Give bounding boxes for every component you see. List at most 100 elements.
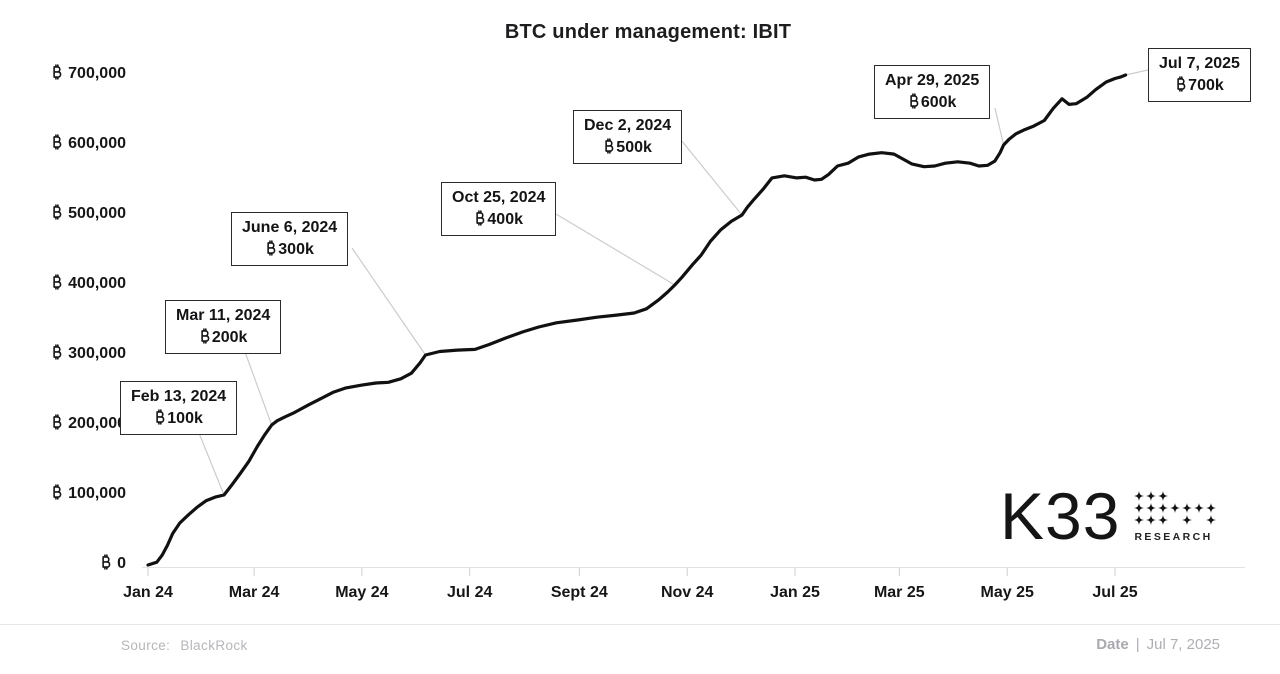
y-axis-value: 400,000: [68, 275, 126, 292]
y-axis-label: 600,000: [6, 134, 126, 153]
x-axis-ticks: [147, 568, 1116, 576]
x-axis-label: Nov 24: [660, 584, 714, 601]
milestone-date: Oct 25, 2024: [452, 189, 546, 206]
y-axis-label: 300,000: [6, 344, 126, 363]
y-axis-label: 700,000: [6, 64, 126, 83]
x-axis-label: Jul 25: [1092, 584, 1138, 601]
date-separator: |: [1135, 636, 1140, 653]
y-axis-value: 200,000: [68, 415, 126, 432]
star-icon: [1146, 491, 1157, 501]
milestone-date: Apr 29, 2025: [885, 72, 980, 89]
milestone-value: 700k: [1159, 75, 1240, 97]
milestone-value: 300k: [242, 239, 337, 261]
y-axis-value: 100,000: [68, 485, 126, 502]
source-value: BlackRock: [180, 638, 248, 653]
date-value: Jul 7, 2025: [1146, 636, 1220, 653]
leader-line: [555, 213, 676, 286]
k33-stars-icon: [1134, 491, 1217, 525]
bitcoin-symbol-icon: [51, 204, 63, 220]
milestone-date: Feb 13, 2024: [131, 388, 227, 405]
bitcoin-symbol-icon: [1175, 76, 1187, 92]
bitcoin-symbol-icon: [265, 240, 277, 256]
footer-date: Date | Jul 7, 2025: [1096, 636, 1220, 653]
bitcoin-symbol-icon: [603, 138, 615, 154]
leader-line: [244, 351, 273, 426]
x-axis-label: Jul 24: [447, 584, 493, 601]
milestone-annotation: Mar 11, 2024 200k: [165, 300, 282, 355]
star-icon: [1182, 515, 1193, 525]
aum-line: [146, 73, 1128, 567]
annotation-leader-lines: [198, 69, 1149, 496]
star-icon: [1158, 515, 1169, 525]
k33-logo-mark: RESEARCH: [1134, 486, 1218, 543]
y-axis-label: 500,000: [6, 204, 126, 223]
milestone-date: Jul 7, 2025: [1159, 55, 1240, 72]
k33-logo-text: K33: [1000, 479, 1121, 553]
star-icon: [1182, 503, 1193, 513]
star-icon: [1194, 503, 1205, 513]
y-axis-value: 600,000: [68, 135, 126, 152]
milestone-date: Mar 11, 2024: [176, 307, 271, 324]
bitcoin-symbol-icon: [51, 64, 63, 80]
date-label: Date: [1096, 636, 1129, 653]
star-icon: [1134, 503, 1145, 513]
bitcoin-symbol-icon: [51, 344, 63, 360]
leader-line: [198, 432, 225, 496]
bitcoin-symbol-icon: [199, 328, 211, 344]
milestone-value: 500k: [584, 137, 671, 159]
milestone-value: 200k: [176, 327, 270, 349]
y-axis-value: 0: [117, 555, 126, 572]
x-axis-label: Jan 24: [123, 584, 173, 601]
x-axis-label: May 25: [980, 584, 1034, 601]
milestone-value: 400k: [452, 209, 545, 231]
milestone-annotation: June 6, 2024 300k: [231, 212, 349, 267]
x-axis-label: May 24: [335, 584, 389, 601]
k33-logo-research: RESEARCH: [1134, 531, 1213, 543]
star-icon: [1158, 503, 1169, 513]
source-label: Source:: [121, 638, 171, 653]
milestone-value: 100k: [131, 408, 226, 430]
leader-line: [1125, 69, 1149, 76]
y-axis-label: 400,000: [6, 274, 126, 293]
y-axis-value: 500,000: [68, 205, 126, 222]
star-icon: [1146, 503, 1157, 513]
k33-logo: K33 RESEARCH: [1000, 479, 1218, 553]
star-icon: [1134, 515, 1145, 525]
milestone-date: Dec 2, 2024: [584, 117, 672, 134]
star-icon: [1134, 491, 1145, 501]
star-icon: [1146, 515, 1157, 525]
y-axis-label: 0: [6, 554, 126, 573]
chart-title: BTC under management: IBIT: [504, 21, 792, 43]
leader-line: [994, 107, 1005, 146]
star-icon: [1206, 503, 1217, 513]
star-icon: [1206, 515, 1217, 525]
bitcoin-symbol-icon: [154, 409, 166, 425]
y-axis-value: 300,000: [68, 345, 126, 362]
milestone-annotation: Feb 13, 2024 100k: [120, 381, 238, 436]
milestone-date: June 6, 2024: [242, 219, 338, 236]
bitcoin-symbol-icon: [100, 554, 112, 570]
y-axis-value: 700,000: [68, 65, 126, 82]
x-axis-label: Mar 24: [228, 584, 280, 601]
star-icon: [1170, 503, 1181, 513]
star-icon: [1158, 491, 1169, 501]
y-axis-label: 200,000: [6, 414, 126, 433]
bitcoin-symbol-icon: [51, 414, 63, 430]
bitcoin-symbol-icon: [474, 210, 486, 226]
x-axis-label: Jan 25: [770, 584, 820, 601]
y-axis-label: 100,000: [6, 484, 126, 503]
milestone-value: 600k: [885, 92, 979, 114]
bitcoin-symbol-icon: [51, 134, 63, 150]
x-axis-label: Mar 25: [873, 584, 925, 601]
footer-divider: [0, 624, 1280, 625]
milestone-annotation: Dec 2, 2024 500k: [573, 110, 683, 165]
milestone-annotation: Jul 7, 2025 700k: [1148, 48, 1251, 103]
x-axis-label: Sept 24: [550, 584, 608, 601]
leader-line: [351, 247, 426, 356]
source-note: Source: BlackRock: [121, 638, 248, 653]
milestone-annotation: Apr 29, 2025 600k: [874, 65, 991, 120]
leader-line: [680, 139, 743, 216]
bitcoin-symbol-icon: [51, 484, 63, 500]
